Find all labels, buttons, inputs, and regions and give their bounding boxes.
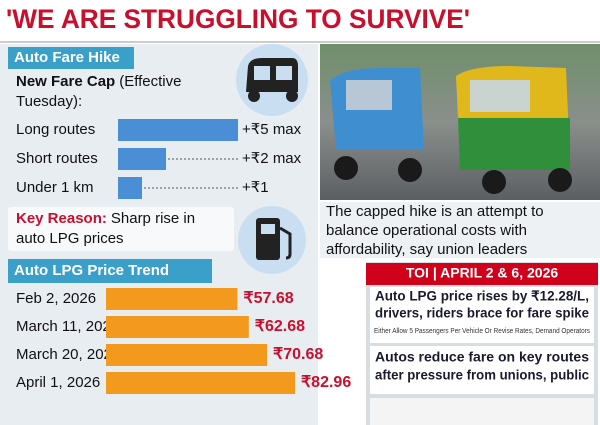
category-label: Short routes [16, 150, 98, 167]
clipping-headline: after pressure from unions, public [375, 368, 589, 383]
value-label: ₹62.68 [255, 318, 305, 335]
key-reason-text: Sharp rise in [111, 210, 195, 227]
toi-header: TOI | APRIL 2 & 6, 2026 [406, 265, 558, 281]
fuel-pump-icon [238, 206, 306, 274]
clipping-headline: drivers, riders brace for fare spike [375, 306, 589, 321]
category-label: March 11, 2026 [16, 318, 119, 335]
category-label: April 1, 2026 [16, 374, 100, 391]
caption: The capped hike is an attempt to balance … [326, 203, 544, 258]
section-label: Auto LPG Price Trend [14, 262, 169, 279]
clipping-headline: Auto LPG price rises by ₹12.28/L, [375, 289, 589, 304]
bar [106, 344, 268, 366]
value-label: +₹5 max [242, 121, 302, 138]
subtitle: New Fare Cap (Effective [16, 73, 181, 90]
bar [118, 148, 166, 170]
category-label: Feb 2, 2026 [16, 290, 96, 307]
key-reason-label: Key Reason: [16, 210, 107, 227]
subtitle-text: (Effective [119, 73, 181, 90]
section-label: Auto Fare Hike [14, 49, 120, 66]
value-label: ₹70.68 [273, 346, 323, 363]
bar [106, 316, 249, 338]
category-label: March 20, 2026 [16, 346, 120, 363]
bar [106, 288, 238, 310]
bar [106, 372, 295, 394]
bar [118, 177, 142, 199]
key-reason-text: auto LPG prices [16, 230, 124, 247]
section-label-box [8, 47, 134, 69]
clipping-headline: Autos reduce fare on key routes [375, 350, 589, 365]
clipping-subline: Either Allow 5 Passengers Per Vehicle Or… [374, 328, 590, 335]
section-label-box [8, 259, 212, 283]
category-label: Under 1 km [16, 179, 94, 196]
value-label: +₹2 max [242, 150, 302, 167]
caption-line: balance operational costs with [326, 222, 527, 239]
caption-line: affordability, say union leaders [326, 241, 527, 258]
value-label: ₹57.68 [243, 290, 293, 307]
bar [118, 119, 238, 141]
key-reason-box [8, 207, 234, 251]
caption-box [320, 202, 600, 258]
category-label: Long routes [16, 121, 95, 138]
caption-line: The capped hike is an attempt to [326, 203, 544, 220]
headline: 'WE ARE STRUGGLING TO SURVIVE' [6, 4, 470, 34]
value-label: +₹1 [242, 179, 269, 196]
key-reason: Key Reason: Sharp rise in [16, 210, 195, 227]
toi-box [366, 262, 598, 425]
subtitle-text: Tuesday): [16, 93, 82, 110]
subtitle-bold: New Fare Cap [16, 73, 115, 90]
rickshaw-icon [236, 44, 308, 116]
photo [320, 44, 600, 200]
value-label: ₹82.96 [301, 374, 351, 391]
